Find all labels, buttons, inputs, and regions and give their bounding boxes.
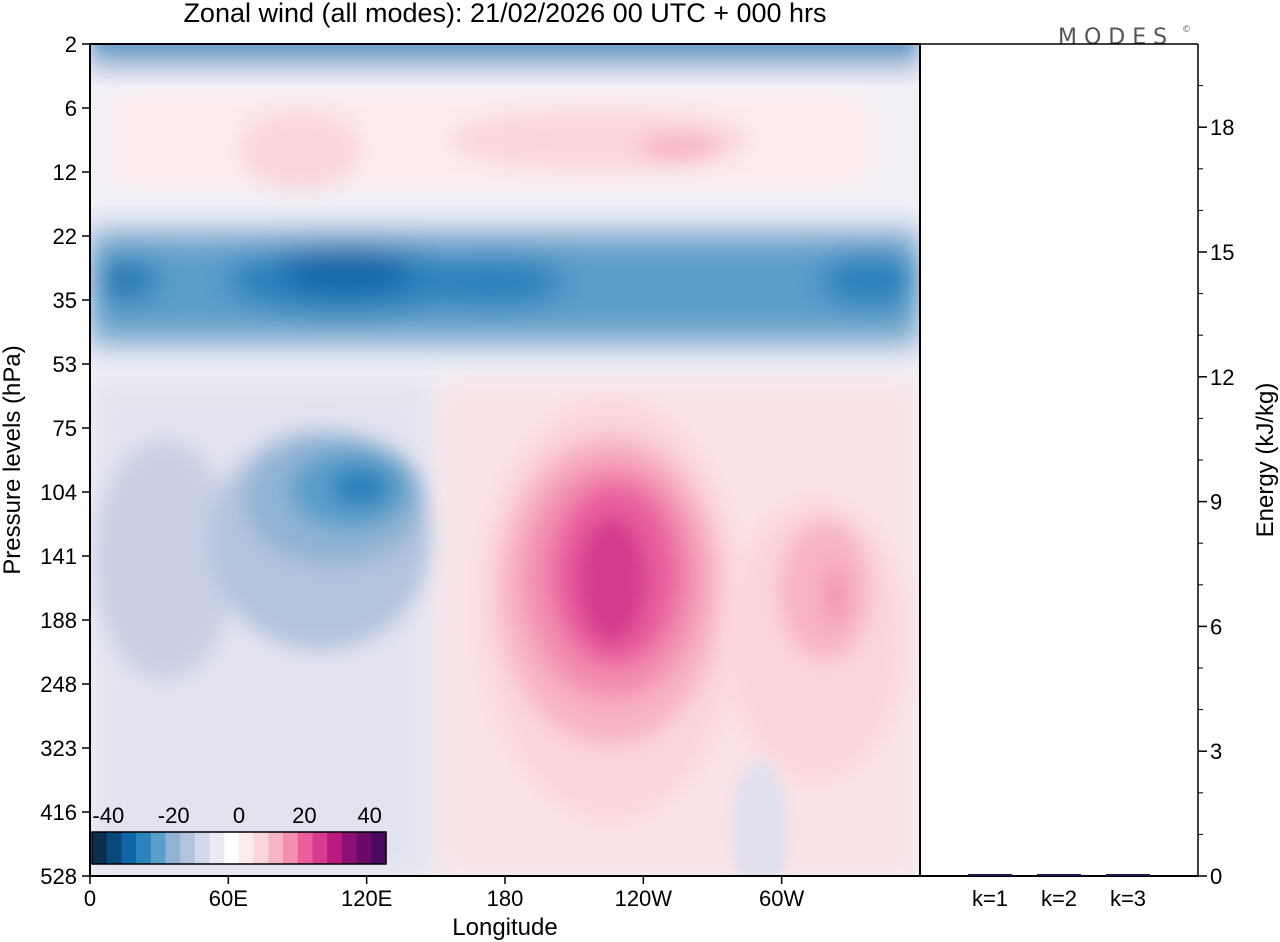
colorbar-swatch (92, 832, 108, 864)
energy-x-tick-label: k=2 (1041, 886, 1077, 911)
x-tick-label: 180 (487, 886, 524, 911)
x-tick-label: 120W (615, 886, 673, 911)
energy-bar (968, 874, 1012, 876)
y-tick-label: 188 (40, 608, 77, 633)
colorbar-swatch (165, 832, 181, 864)
energy-y-tick-label: 3 (1210, 739, 1222, 764)
x-tick-label: 120E (341, 886, 392, 911)
energy-y-axis: 0 3 6 9 12 15 18 (1198, 85, 1234, 889)
colorbar-swatch (371, 832, 387, 864)
y-tick-label: 6 (65, 96, 77, 121)
energy-x-tick-label: k=1 (972, 886, 1008, 911)
y-axis-label: Pressure levels (hPa) (0, 345, 26, 574)
y-tick-label: 104 (40, 480, 77, 505)
y-tick-label: 416 (40, 800, 77, 825)
colorbar-tick-label: 0 (233, 803, 245, 828)
y-tick-label: 22 (53, 224, 77, 249)
colorbar-swatch (253, 832, 269, 864)
colorbar-swatch (180, 832, 196, 864)
energy-y-tick-label: 9 (1210, 490, 1222, 515)
colorbar-swatch (136, 832, 152, 864)
colorbar-swatch (268, 832, 284, 864)
colorbar-swatch (239, 832, 255, 864)
x-tick-label: 60W (759, 886, 804, 911)
colorbar-swatch (356, 832, 372, 864)
y-tick-label: 141 (40, 544, 77, 569)
colorbar-swatch (297, 832, 314, 864)
colorbar-swatch (106, 832, 122, 864)
energy-panel: k=1 k=2 k=3 0 3 6 9 12 15 18 (919, 43, 1234, 911)
colorbar-swatch (209, 832, 225, 864)
chart-title: Zonal wind (all modes): 21/02/2026 00 UT… (183, 0, 826, 28)
colorbar-swatch (121, 832, 137, 864)
colorbar-swatch (194, 832, 211, 864)
y-tick-label: 12 (53, 160, 77, 185)
x-tick-label: 60E (209, 886, 248, 911)
energy-y-tick-label: 6 (1210, 614, 1222, 639)
energy-bar (1037, 874, 1081, 876)
colorbar-frame (91, 831, 387, 865)
logo-mark: © (1182, 25, 1191, 35)
x-axis-label: Longitude (452, 914, 557, 941)
colorbar-tick-label: 40 (357, 803, 381, 828)
colorbar-swatch (312, 832, 328, 864)
x-axis: 0 60E 120E 180 120W 60W (84, 876, 805, 911)
energy-y-tick-label: 12 (1210, 365, 1234, 390)
energy-x-tick-label: k=3 (1110, 886, 1146, 911)
y-axis: 2 6 12 22 35 53 75 104 141 188 248 323 416 528 (40, 32, 90, 889)
y-tick-label: 323 (40, 736, 77, 761)
x-tick-label: 0 (84, 886, 96, 911)
energy-bar (1106, 874, 1150, 876)
colorbar-swatch (327, 832, 343, 864)
y-tick-label: 248 (40, 672, 77, 697)
y-tick-label: 35 (53, 288, 77, 313)
y-tick-label: 2 (65, 32, 77, 57)
colorbar-tick-label: -20 (158, 803, 190, 828)
energy-axis-label: Energy (kJ/kg) (1252, 383, 1279, 538)
energy-y-tick-label: 15 (1210, 240, 1234, 265)
colorbar-tick-label: 20 (292, 803, 316, 828)
colorbar-tick-label: -40 (92, 803, 124, 828)
colorbar-swatch (283, 832, 299, 864)
y-tick-label: 53 (53, 352, 77, 377)
zonal-wind-heatmap (90, 44, 920, 876)
energy-y-tick-label: 0 (1210, 864, 1222, 889)
y-tick-label: 528 (40, 864, 77, 889)
y-tick-label: 75 (53, 416, 77, 441)
colorbar-swatch (224, 832, 240, 864)
colorbar-swatch (150, 832, 167, 864)
colorbar-swatch (341, 832, 358, 864)
colorbar: -40 -20 0 20 40 (91, 803, 387, 865)
energy-y-tick-label: 18 (1210, 115, 1234, 140)
